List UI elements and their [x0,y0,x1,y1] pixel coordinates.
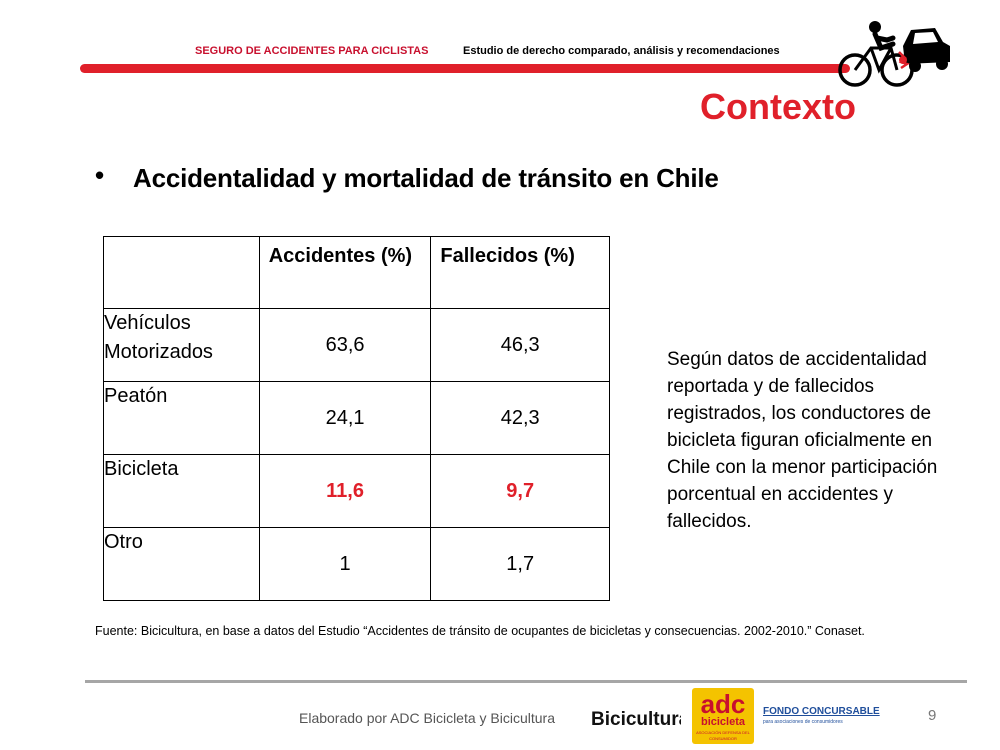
source-citation: Fuente: Bicicultura, en base a datos del… [95,624,865,638]
fallecidos-value: 42,3 [430,381,610,455]
cyclist-car-icon [838,21,950,87]
side-paragraph: Según datos de accidentalidad reportada … [667,349,938,532]
accident-table: Accidentes (%) Fallecidos (%) Vehículos … [103,236,610,601]
row-label: Otro [103,527,260,601]
accidentes-value: 63,6 [258,308,432,382]
table-header-accidentes: Accidentes (%) [258,236,432,309]
adc-bicicleta-logo: adc bicicleta ASOCIACIÓN DEFENSA DEL CON… [692,688,754,744]
fondo-concursable-logo: FONDO CONCURSABLE para asociaciones de c… [763,706,880,725]
fallecidos-value: 1,7 [430,527,610,601]
header-left-title: SEGURO DE ACCIDENTES PARA CICLISTAS [195,45,429,57]
footer-credit: Elaborado por ADC Bicicleta y Bicicultur… [299,710,556,726]
table-row: Peatón 24,1 42,3 [103,381,610,455]
adc-logo-main: adc [700,689,746,719]
footer-divider [85,680,967,683]
table-header-row: Accidentes (%) Fallecidos (%) [103,236,610,309]
table-header-empty [103,236,260,309]
table-row: Vehículos Motorizados 63,6 46,3 [103,308,610,382]
fondo-logo-title: FONDO CONCURSABLE [763,706,880,717]
bullet-icon: • [95,160,105,190]
accidentes-value: 11,6 [258,454,432,528]
table-row-highlight: Bicicleta 11,6 9,7 [103,454,610,528]
fondo-logo-sub: para asociaciones de consumidores [763,719,843,725]
header-right-title: Estudio de derecho comparado, análisis y… [463,45,780,57]
adc-logo-sub: bicicleta [700,716,746,728]
slide-title: Contexto [700,86,856,127]
accidentes-value: 1 [258,527,432,601]
accidentes-value: 24,1 [258,381,432,455]
row-label: Vehículos Motorizados [103,308,260,382]
bullet-heading: Accidentalidad y mortalidad de tránsito … [133,163,719,193]
fallecidos-value: 9,7 [430,454,610,528]
row-label: Peatón [103,381,260,455]
header-red-bar [80,64,850,73]
table-row: Otro 1 1,7 [103,527,610,601]
adc-logo-small: ASOCIACIÓN DEFENSA DEL CONSUMIDOR [696,730,750,741]
table-header-fallecidos: Fallecidos (%) [430,236,610,309]
page-number: 9 [928,707,937,724]
row-label: Bicicleta [103,454,260,528]
bicicultura-logo-text: Bicicultura [591,709,681,730]
fallecidos-value: 46,3 [430,308,610,382]
bicicultura-logo: Bicicultura [591,709,681,730]
